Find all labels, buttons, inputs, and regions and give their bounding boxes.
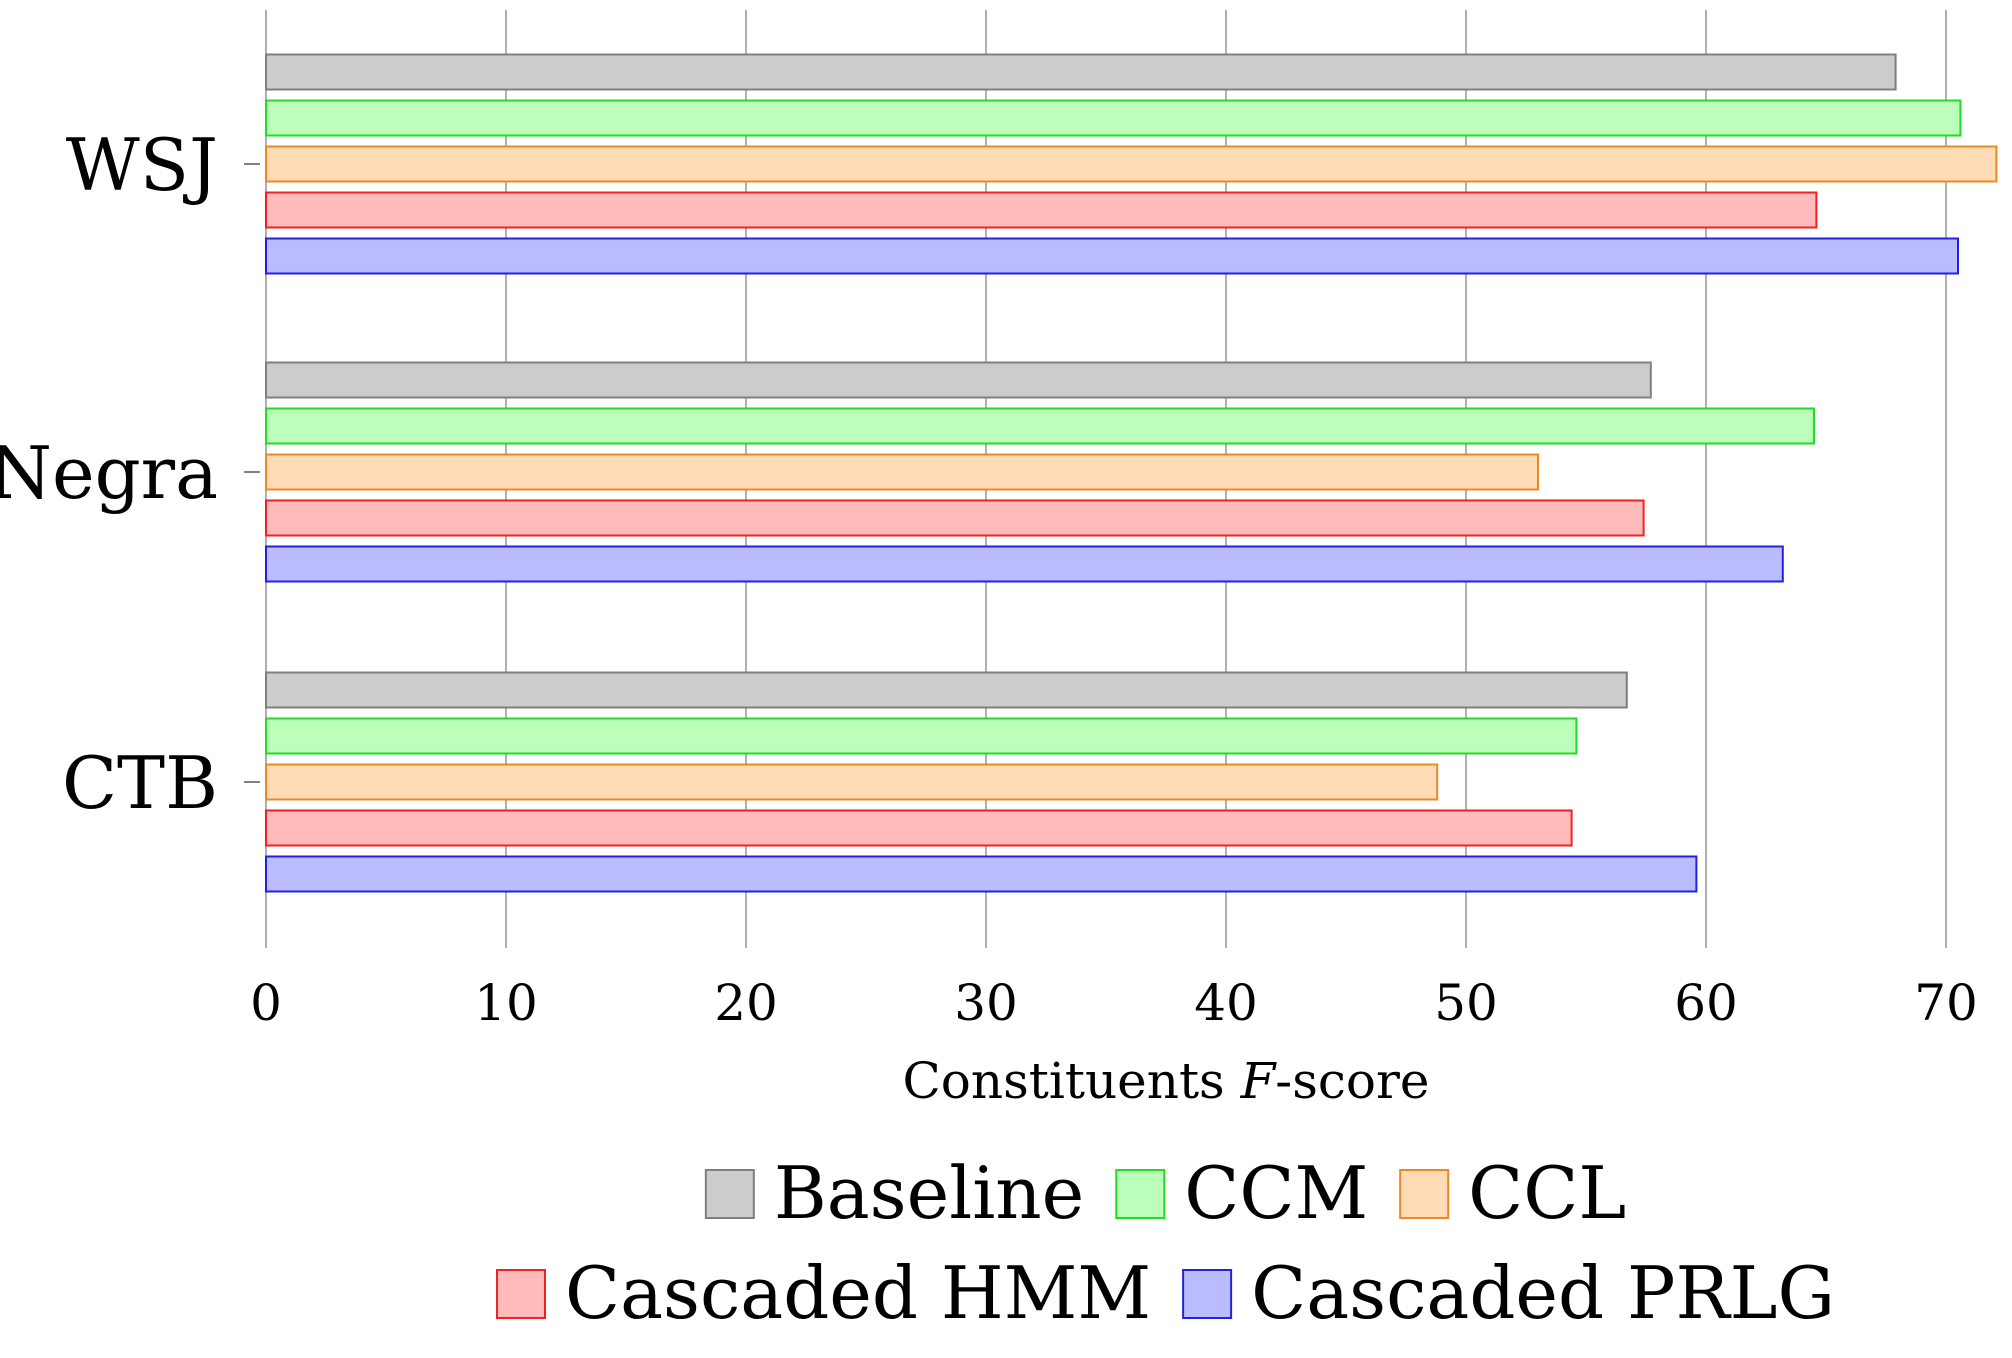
bar-negra-cascaded-prlg [265, 545, 1784, 583]
bar-negra-ccm [265, 407, 1815, 445]
legend-label-baseline: Baseline [774, 1151, 1084, 1235]
bar-wsj-ccm [265, 99, 1962, 137]
bar-wsj-cascaded-prlg [265, 237, 1959, 275]
x-tick-label-50: 50 [1434, 974, 1498, 1032]
bar-ctb-cascaded-hmm [265, 809, 1573, 847]
legend-swatch-cascaded-prlg [1182, 1269, 1233, 1319]
bar-negra-cascaded-hmm [265, 499, 1645, 537]
legend: Baseline CCM CCL Cascaded HMM Cascaded PRLG [496, 1151, 1835, 1335]
bar-negra-baseline [265, 361, 1652, 399]
legend-label-cascaded-prlg: Cascaded PRLG [1251, 1251, 1835, 1335]
legend-swatch-ccl [1399, 1169, 1450, 1219]
bar-ctb-ccl [265, 763, 1439, 801]
bar-ctb-baseline [265, 671, 1628, 709]
category-label-negra: Negra [0, 431, 218, 515]
bar-wsj-cascaded-hmm [265, 191, 1818, 229]
bar-negra-ccl [265, 453, 1539, 491]
category-label-ctb: CTB [62, 741, 218, 825]
bars [265, 53, 1998, 893]
legend-label-cascaded-hmm: Cascaded HMM [565, 1251, 1151, 1335]
bar-ctb-ccm [265, 717, 1578, 755]
x-tick-label-70: 70 [1914, 974, 1978, 1032]
legend-label-ccm: CCM [1184, 1151, 1368, 1235]
bar-wsj-ccl [265, 145, 1998, 183]
legend-label-ccl: CCL [1468, 1151, 1626, 1235]
bar-wsj-baseline [265, 53, 1897, 91]
x-axis-title: Constituents F-score [903, 1052, 1430, 1110]
legend-swatch-baseline [704, 1169, 755, 1219]
x-tick-label-0: 0 [250, 974, 282, 1032]
bar-ctb-cascaded-prlg [265, 855, 1698, 893]
category-labels: WSJ Negra CTB [0, 123, 260, 825]
x-tick-label-30: 30 [954, 974, 1018, 1032]
x-tick-label-40: 40 [1194, 974, 1258, 1032]
legend-swatch-ccm [1115, 1169, 1166, 1219]
x-tick-label-60: 60 [1674, 974, 1738, 1032]
legend-swatch-cascaded-hmm [496, 1269, 546, 1319]
x-tick-labels: 0 10 20 30 40 50 60 70 [250, 974, 1978, 1032]
category-label-wsj: WSJ [66, 123, 218, 207]
x-tick-label-20: 20 [714, 974, 778, 1032]
x-tick-label-10: 10 [474, 974, 538, 1032]
